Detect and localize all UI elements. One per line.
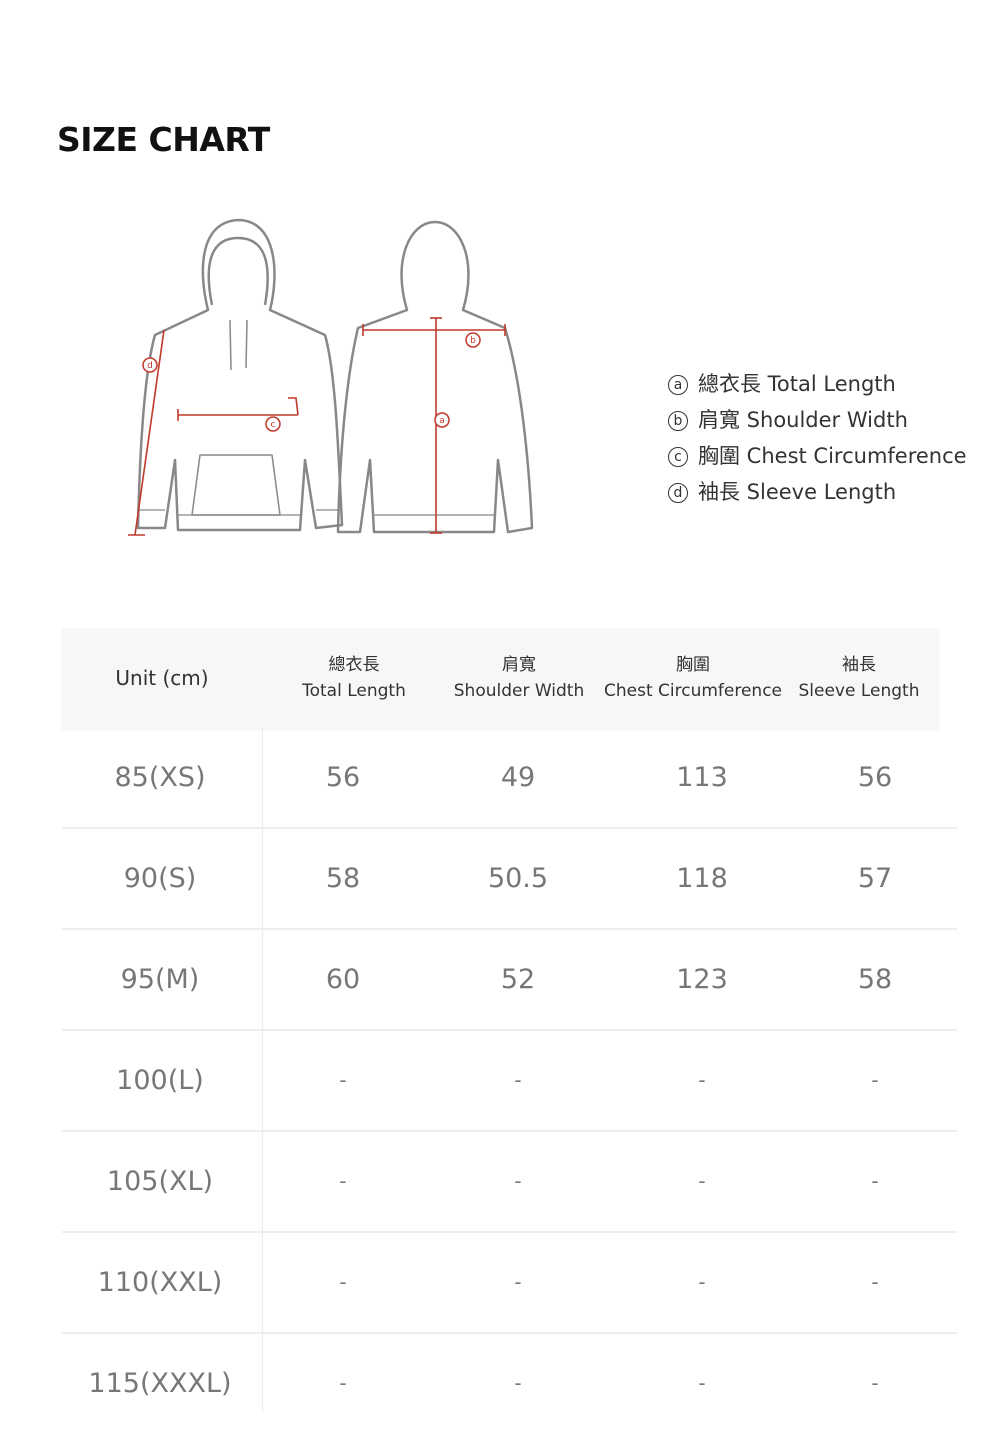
header-en: Chest Circumference (603, 681, 783, 701)
cell-sleeve-length: - (871, 1068, 879, 1092)
header-sleeve-length: 袖長 Sleeve Length (798, 628, 920, 728)
cell-total-length: 60 (325, 964, 361, 995)
size-cell: 90(S) (123, 863, 197, 894)
mark-c-icon: c (668, 447, 688, 467)
mark-d: d (147, 361, 153, 371)
header-zh: 肩寬 (502, 655, 536, 675)
cell-chest: - (698, 1270, 706, 1294)
unit-header: Unit (cm) (115, 666, 209, 690)
mark-a-icon: a (668, 375, 688, 395)
table-row: 95(M) 60 52 123 58 (62, 930, 957, 1031)
legend-label: 肩寬 Shoulder Width (698, 408, 908, 432)
cell-shoulder-width: - (514, 1371, 522, 1395)
size-cell: 95(M) (120, 964, 200, 995)
header-zh: 袖長 (842, 655, 876, 675)
table-row: 85(XS) 56 49 113 56 (62, 728, 957, 829)
mark-b: b (470, 336, 476, 346)
measurement-legend: a 總衣長 Total Length b 肩寬 Shoulder Width c 胸圍… (668, 366, 967, 510)
legend-item-chest: c 胸圍 Chest Circumference (668, 438, 967, 474)
legend-item-sleeve-length: d 袖長 Sleeve Length (668, 474, 967, 510)
front-hood-opening (207, 236, 269, 306)
table-row: 110(XXL) - - - - (62, 1233, 957, 1334)
cell-chest: - (698, 1068, 706, 1092)
cell-total-length: - (339, 1169, 347, 1193)
header-chest: 胸圍 Chest Circumference (603, 628, 783, 728)
measure-line-d (134, 329, 165, 536)
cell-shoulder-width: - (514, 1169, 522, 1193)
cell-sleeve-length: 57 (857, 863, 893, 894)
size-cell: 85(XS) (114, 762, 206, 793)
table-row: 115(XXXL) - - - - (62, 1334, 957, 1433)
cell-shoulder-width: - (514, 1068, 522, 1092)
cell-shoulder-width: 52 (500, 964, 536, 995)
size-cell: 115(XXXL) (88, 1368, 232, 1399)
cell-chest: 118 (676, 863, 728, 894)
header-zh: 總衣長 (328, 655, 380, 675)
cell-sleeve-length: 58 (857, 964, 893, 995)
cell-total-length: - (339, 1371, 347, 1395)
cell-chest: - (698, 1169, 706, 1193)
cell-total-length: - (339, 1068, 347, 1092)
cell-sleeve-length: - (871, 1169, 879, 1193)
hoodie-measurement-diagram: a b c d (128, 218, 534, 536)
table-row: 90(S) 58 50.5 118 57 (62, 829, 957, 930)
front-pocket (191, 454, 281, 516)
cell-total-length: 56 (325, 762, 361, 793)
size-cell: 105(XL) (106, 1166, 214, 1197)
mark-b-icon: b (668, 411, 688, 431)
table-header: Unit (cm) 總衣長 Total Length 肩寬 Shoulder Wid… (62, 628, 939, 728)
cell-chest: - (698, 1371, 706, 1395)
cell-chest: 123 (676, 964, 728, 995)
size-cell: 110(XXL) (97, 1267, 223, 1298)
legend-label: 胸圍 Chest Circumference (698, 444, 967, 468)
cell-total-length: 58 (325, 863, 361, 894)
mark-d-icon: d (668, 483, 688, 503)
cell-sleeve-length: 56 (857, 762, 893, 793)
page-title: SIZE CHART (57, 120, 270, 159)
legend-label: 總衣長 Total Length (698, 372, 896, 396)
drawstrings (229, 319, 248, 371)
column-divider (262, 628, 263, 1413)
cell-shoulder-width: - (514, 1270, 522, 1294)
mark-a: a (439, 416, 445, 426)
header-shoulder-width: 肩寬 Shoulder Width (449, 628, 589, 728)
cell-sleeve-length: - (871, 1371, 879, 1395)
legend-item-total-length: a 總衣長 Total Length (668, 366, 967, 402)
cell-sleeve-length: - (871, 1270, 879, 1294)
front-hoodie-outline (136, 218, 344, 532)
back-hoodie-outline (336, 220, 534, 534)
header-en: Shoulder Width (453, 681, 585, 701)
table-row: 105(XL) - - - - (62, 1132, 957, 1233)
header-total-length: 總衣長 Total Length (294, 628, 414, 728)
table-row: 100(L) - - - - (62, 1031, 957, 1132)
cell-chest: 113 (676, 762, 728, 793)
header-zh: 胸圍 (676, 655, 710, 675)
size-cell: 100(L) (116, 1065, 204, 1096)
size-table: Unit (cm) 總衣長 Total Length 肩寬 Shoulder Wid… (62, 628, 957, 1433)
legend-label: 袖長 Sleeve Length (698, 480, 897, 504)
cell-total-length: - (339, 1270, 347, 1294)
header-en: Total Length (302, 681, 406, 701)
header-en: Sleeve Length (798, 681, 920, 701)
legend-item-shoulder-width: b 肩寬 Shoulder Width (668, 402, 967, 438)
mark-c: c (271, 420, 276, 430)
cell-shoulder-width: 50.5 (487, 863, 549, 894)
cell-shoulder-width: 49 (500, 762, 536, 793)
table-body: 85(XS) 56 49 113 56 90(S) 58 50.5 118 57 95(M) 60 52… (62, 728, 957, 1433)
